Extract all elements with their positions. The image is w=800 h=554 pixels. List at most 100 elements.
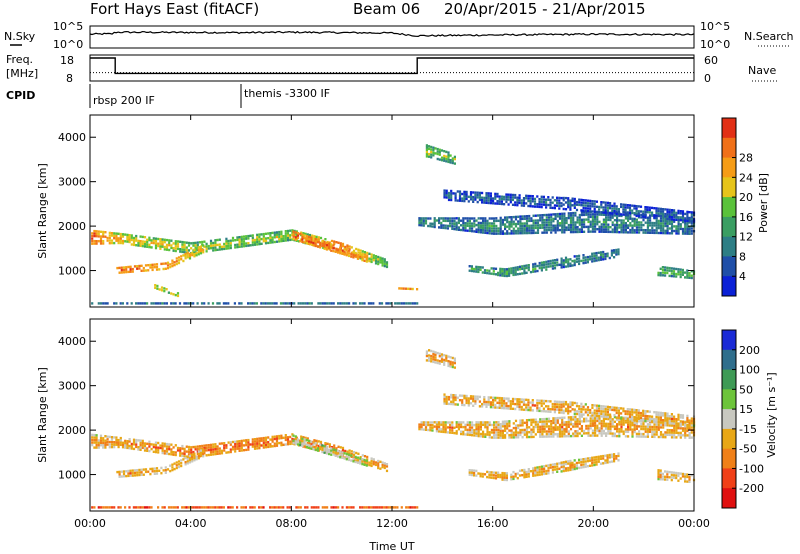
- range-cell: [344, 449, 347, 453]
- range-cell: [106, 239, 109, 242]
- range-cell: [435, 425, 438, 428]
- range-cell: [580, 223, 583, 226]
- range-cell: [300, 238, 303, 241]
- range-cell: [247, 446, 250, 449]
- range-cell: [172, 293, 175, 296]
- range-cell: [578, 260, 581, 263]
- range-cell: [507, 203, 510, 206]
- range-cell: [572, 214, 575, 217]
- range-cell: [370, 302, 373, 305]
- range-cell: [323, 245, 326, 248]
- range-cell: [552, 428, 555, 431]
- range-cell: [606, 254, 609, 258]
- range-cell: [651, 417, 654, 421]
- range-cell: [343, 302, 346, 305]
- range-cell: [468, 219, 471, 223]
- range-cell: [359, 457, 362, 460]
- range-cell: [607, 422, 610, 426]
- range-cell: [194, 445, 197, 449]
- range-cell: [512, 436, 515, 439]
- range-cell: [550, 231, 553, 234]
- range-cell: [289, 236, 292, 239]
- range-cell: [543, 430, 546, 433]
- range-cell: [575, 402, 579, 405]
- range-cell: [642, 414, 645, 417]
- range-cell: [560, 408, 563, 412]
- range-cell: [458, 190, 462, 193]
- range-cell: [509, 198, 512, 201]
- power-colorbar-label: Power [dB]: [757, 173, 770, 233]
- range-cell: [589, 408, 592, 412]
- range-cell: [273, 435, 276, 438]
- range-cell: [575, 464, 578, 467]
- range-cell: [168, 244, 171, 247]
- range-cell: [679, 227, 682, 231]
- range-cell: [567, 462, 570, 465]
- range-cell: [587, 215, 590, 219]
- range-cell: [679, 477, 682, 480]
- range-cell: [648, 216, 651, 219]
- range-cell: [167, 291, 170, 294]
- range-cell: [363, 455, 367, 458]
- range-cell: [495, 217, 498, 220]
- range-cell: [504, 436, 507, 439]
- range-cell: [95, 434, 98, 437]
- range-cell: [508, 225, 511, 228]
- range-cell: [622, 430, 625, 433]
- range-cell: [504, 223, 507, 226]
- range-cell: [106, 302, 109, 305]
- range-cell: [624, 417, 627, 420]
- range-cell: [610, 254, 613, 257]
- range-cell: [115, 239, 118, 242]
- range-cell: [126, 236, 129, 239]
- range-cell: [580, 230, 583, 233]
- range-cell: [451, 365, 454, 369]
- range-cell: [571, 466, 574, 469]
- range-cell: [670, 476, 673, 479]
- range-cell: [529, 205, 532, 208]
- range-cell: [563, 428, 566, 431]
- range-cell: [572, 223, 575, 227]
- range-cell: [294, 236, 297, 239]
- range-cell: [563, 224, 566, 227]
- range-cell: [140, 471, 143, 474]
- range-cell: [348, 245, 351, 248]
- range-cell: [530, 229, 533, 232]
- range-cell: [269, 506, 272, 509]
- range-cell: [144, 468, 148, 471]
- range-cell: [589, 464, 592, 467]
- range-cell: [622, 417, 625, 420]
- range-cell: [457, 228, 460, 231]
- range-cell: [91, 234, 94, 238]
- range-cell: [664, 274, 667, 277]
- range-cell: [538, 205, 541, 209]
- range-cell: [564, 400, 568, 404]
- range-cell: [598, 412, 601, 415]
- range-cell: [543, 218, 546, 222]
- range-cell: [284, 234, 287, 238]
- range-cell: [466, 423, 469, 427]
- range-cell: [176, 242, 180, 246]
- range-cell: [595, 458, 598, 461]
- range-cell: [493, 230, 496, 233]
- range-cell: [400, 287, 403, 290]
- range-cell: [455, 425, 458, 428]
- range-cell: [589, 427, 592, 430]
- range-cell: [396, 302, 399, 305]
- range-cell: [593, 254, 596, 258]
- range-cell: [521, 267, 524, 270]
- range-cell: [294, 435, 297, 438]
- range-cell: [116, 470, 119, 474]
- range-cell: [280, 232, 283, 236]
- range-cell: [115, 436, 118, 439]
- range-cell: [519, 431, 522, 434]
- range-cell: [536, 226, 540, 230]
- range-cell: [117, 441, 120, 444]
- range-cell: [558, 416, 562, 420]
- range-cell: [350, 452, 353, 456]
- range-cell: [139, 444, 142, 447]
- range-cell: [519, 424, 522, 427]
- range-cell: [606, 461, 609, 464]
- range-cell: [432, 154, 435, 157]
- range-cell: [238, 236, 241, 239]
